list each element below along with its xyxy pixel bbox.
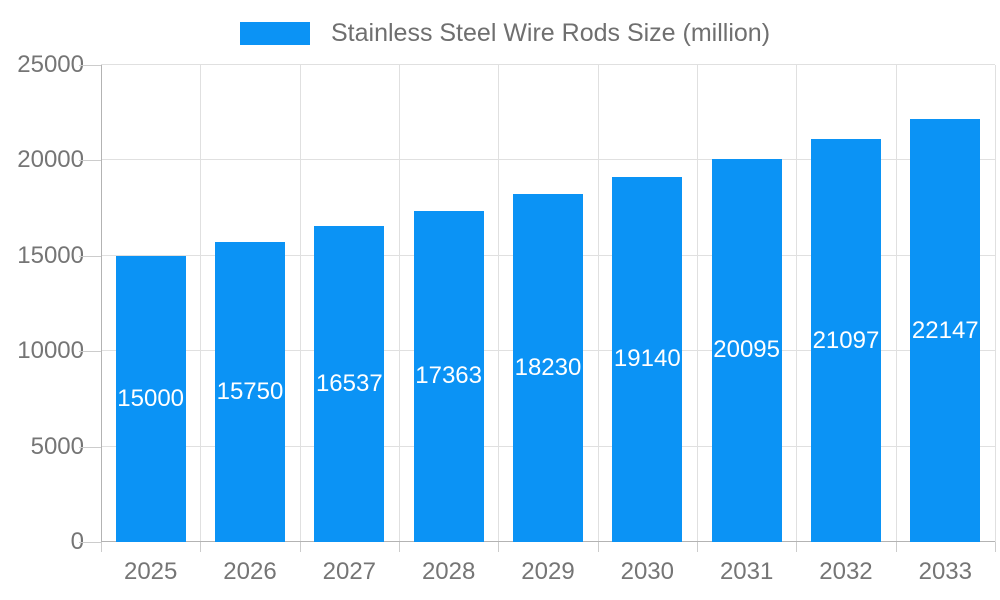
bar-value-label: 20095	[713, 336, 780, 364]
bar-value-label: 22147	[911, 316, 979, 344]
legend-item[interactable]: Stainless Steel Wire Rods Size (million)	[240, 20, 770, 46]
bar-2029[interactable]: 18230	[512, 194, 583, 542]
x-axis-tick-mark	[299, 542, 301, 552]
y-axis-tick-labels: 0 5000 10000 15000 20000 25000	[0, 0, 84, 600]
y-axis-tick-label: 15000	[17, 241, 84, 269]
x-axis-category-label-2027: 2027	[322, 558, 377, 585]
x-axis-category-label-2033: 2033	[918, 558, 972, 585]
category-cell-2030: 19140	[598, 65, 697, 542]
y-axis-tick-mark	[79, 65, 101, 66]
bar-2025[interactable]: 15000	[115, 255, 186, 542]
bar-value-label: 15000	[117, 384, 185, 412]
bar-value-label: 15750	[216, 377, 284, 405]
category-cell-2032: 21097	[796, 65, 895, 542]
bar-value-label: 19140	[613, 345, 681, 373]
y-axis-tick-mark	[79, 255, 101, 257]
y-axis-tick-label: 25000	[17, 51, 84, 78]
category-cell-2025: 15000	[101, 65, 200, 542]
y-axis-tick-mark	[79, 446, 101, 448]
bar-2030[interactable]: 19140	[612, 176, 683, 542]
category-cell-2029: 18230	[498, 65, 597, 542]
x-axis-tick-mark	[200, 542, 202, 552]
y-axis-tick-mark	[79, 160, 101, 162]
bar-value-label: 18230	[514, 354, 582, 382]
x-axis-category-label-2030: 2030	[620, 558, 674, 585]
gridline-vertical	[498, 65, 500, 542]
gridline-vertical	[796, 65, 798, 542]
x-axis-tick-mark	[995, 542, 996, 552]
bar-2033[interactable]: 22147	[910, 119, 981, 542]
x-axis-tick-mark	[399, 542, 400, 552]
vertical-gridlines	[101, 65, 996, 542]
category-cell-2031: 20095	[697, 65, 796, 542]
gridline-vertical	[995, 65, 996, 542]
bar-value-label: 16537	[315, 370, 383, 398]
y-axis-tick-mark	[79, 351, 101, 353]
bar-2031[interactable]: 20095	[711, 158, 782, 542]
gridline-vertical	[299, 65, 301, 542]
x-axis-category-label-2031: 2031	[719, 558, 774, 585]
y-axis-tick-label: 0	[70, 528, 84, 555]
y-axis-tick-mark	[79, 542, 101, 543]
x-axis-category-label-2032: 2032	[819, 558, 873, 585]
legend-swatch	[240, 21, 310, 45]
category-cell-2028: 17363	[399, 65, 498, 542]
gridline-vertical	[597, 65, 599, 542]
gridline-vertical	[696, 65, 698, 542]
x-axis-category-label-2028: 2028	[421, 558, 476, 585]
bar-2026[interactable]: 15750	[214, 241, 285, 542]
x-axis-tick-mark	[498, 542, 500, 552]
x-axis-tick-mark	[895, 542, 897, 552]
y-axis-line	[101, 65, 102, 542]
category-cell-2033: 22147	[896, 65, 995, 542]
x-axis-category-labels: 2025 2026 2027 2028 2029 2030 2031 2032 2033	[101, 558, 995, 586]
x-axis-tick-mark	[697, 542, 698, 552]
x-axis-tick-mark	[101, 542, 102, 552]
y-axis-tick-label: 5000	[30, 432, 84, 460]
category-cell-2026: 15750	[200, 65, 299, 542]
bar-2032[interactable]: 21097	[810, 139, 881, 542]
bar-2028[interactable]: 17363	[413, 210, 484, 542]
x-axis-category-label-2025: 2025	[123, 558, 178, 585]
gridline-vertical	[398, 65, 400, 542]
y-axis-tick-label: 20000	[17, 146, 84, 174]
gridline-horizontal	[101, 159, 995, 161]
gridline-vertical	[200, 65, 202, 542]
gridline-vertical	[895, 65, 897, 542]
x-axis-category-label-2026: 2026	[223, 558, 277, 585]
x-axis-tick-mark	[796, 542, 798, 552]
y-axis-tick-label: 10000	[17, 337, 84, 365]
category-cell-2027: 16537	[300, 65, 399, 542]
bar-value-label: 17363	[415, 362, 483, 390]
gridline-horizontal	[101, 64, 995, 65]
x-axis-category-label-2029: 2029	[521, 558, 575, 585]
bar-value-label: 21097	[812, 326, 880, 354]
x-axis-tick-mark	[597, 542, 599, 552]
legend-label: Stainless Steel Wire Rods Size (million)	[331, 19, 771, 47]
bar-series: 15000 15750 16537 17363 18230 19140 20095 21097…	[101, 65, 995, 542]
plot-area: 15000 15750 16537 17363 18230 19140 20095 21097…	[101, 64, 996, 542]
bar-2027[interactable]: 16537	[314, 226, 385, 542]
